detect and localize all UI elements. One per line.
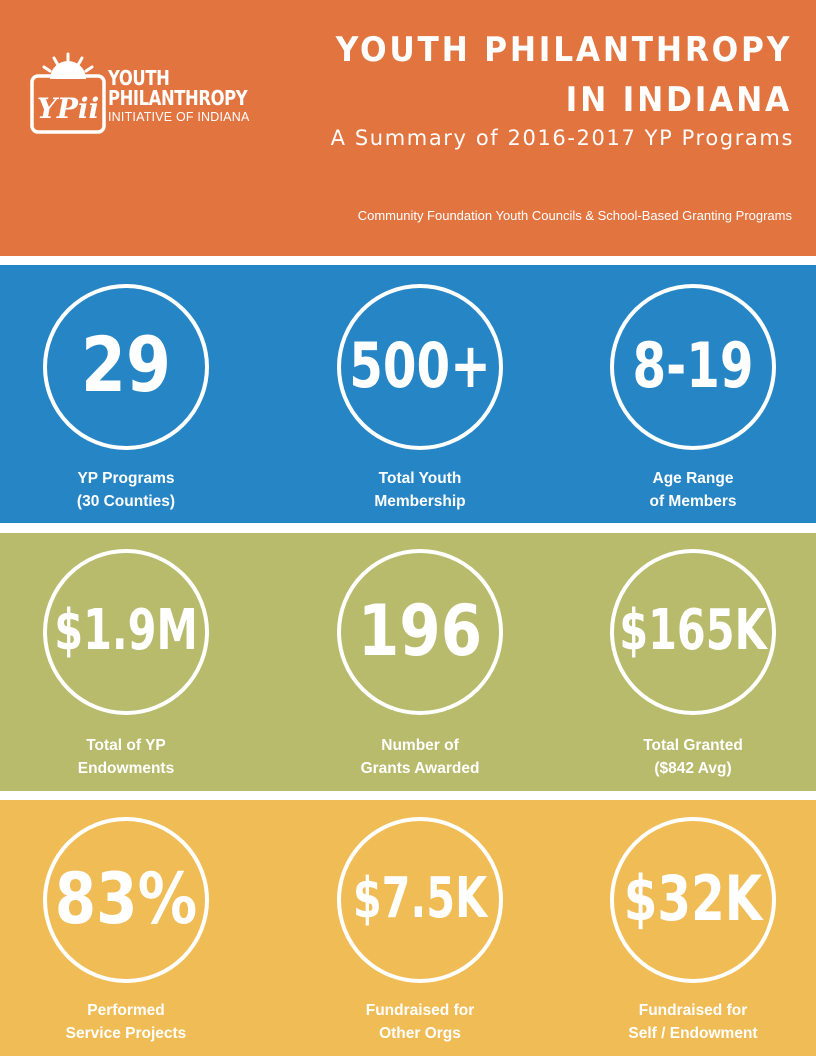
stat-label-line: Other Orgs [379,1025,461,1042]
page-title-line1: YOUTH PHILANTHROPY [335,30,792,70]
stat-card: 29 YP Programs (30 Counties) [6,284,246,518]
stat-ring [337,549,503,715]
stat-label-line: of Members [649,493,737,510]
page-subtitle: A Summary of 2016-2017 YP Programs [330,126,794,150]
stat-ring [337,284,503,450]
ypii-logo: YPii YOUTH PHILANTHROPY INITIATIVE OF IN… [28,52,258,138]
stat-label-line: Total Youth [378,470,462,487]
stat-label-line: Fundraised for [638,1002,748,1019]
logo-line-youth: YOUTH [108,66,170,90]
stat-value: $7.5K [352,865,488,931]
stat-card: 8-19 Age Range of Members [573,284,813,518]
stat-card: $7.5K Fundraised for Other Orgs [300,817,540,1050]
stat-label-line: YP Programs [77,470,175,487]
stat-ring [43,284,209,450]
stat-value: $1.9M [54,597,198,663]
logo-line-initiative: INITIATIVE OF INDIANA [108,110,250,124]
stat-card: $32K Fundraised for Self / Endowment [573,817,813,1050]
stat-label-line: Endowments [77,760,175,777]
logo-line-philanthropy: PHILANTHROPY [108,86,248,110]
stat-ring [43,817,209,983]
logo-text: YOUTH PHILANTHROPY INITIATIVE OF INDIANA [108,68,278,125]
header-band: YPii YOUTH PHILANTHROPY INITIATIVE OF IN… [0,0,816,256]
stat-label-line: Total Granted [643,737,743,754]
stat-ring [610,284,776,450]
stat-label-line: ($842 Avg) [654,760,732,777]
stat-label-line: Fundraised for [365,1002,475,1019]
stat-value: 83% [54,857,198,940]
stat-ring [610,549,776,715]
stat-label-line: Number of [381,737,459,754]
stat-label-line: Grants Awarded [360,760,480,777]
stat-ring [610,817,776,983]
page-tagline: Community Foundation Youth Councils & Sc… [357,208,792,223]
stat-card: 196 Number of Grants Awarded [300,549,540,785]
sun-logo-icon: YPii [30,52,106,134]
stat-ring [337,817,503,983]
stat-value: 196 [357,589,483,672]
stat-value: $165K [619,597,767,663]
stat-value: 500+ [349,328,491,402]
stat-value: $32K [623,861,763,935]
stat-value: 29 [81,320,171,410]
stat-card: 83% Performed Service Projects [6,817,246,1050]
stat-card: $165K Total Granted ($842 Avg) [573,549,813,785]
stat-card: $1.9M Total of YP Endowments [6,549,246,785]
stat-label-line: (30 Counties) [76,493,176,510]
stat-label-line: Service Projects [65,1025,187,1042]
page-title-line2: IN INDIANA [565,80,792,120]
stat-card: 500+ Total Youth Membership [300,284,540,518]
logo-mark-text: YPii [37,92,99,125]
stat-label-line: Self / Endowment [628,1025,758,1042]
stat-label-line: Membership [374,493,466,510]
stat-ring [43,549,209,715]
stat-label-line: Age Range [652,470,734,487]
stat-value: 8-19 [632,328,754,402]
stat-label-line: Total of YP [86,737,166,754]
stat-label-line: Performed [87,1002,165,1019]
